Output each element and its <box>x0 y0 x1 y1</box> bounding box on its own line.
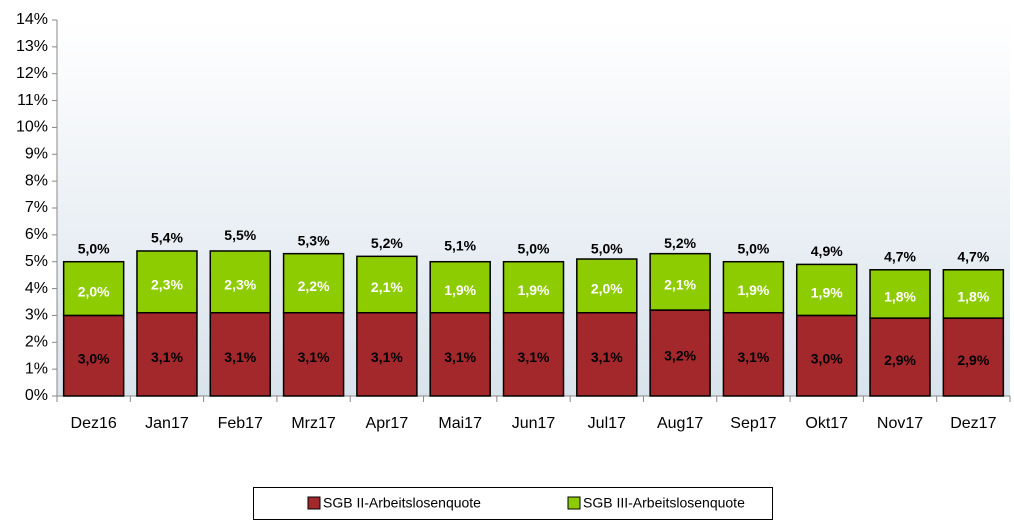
bar-segment <box>869 269 931 319</box>
x-tick-label: Mrz17 <box>291 415 336 432</box>
bar-segment <box>209 311 272 397</box>
bar-segment <box>356 255 418 314</box>
x-tick-label: Okt17 <box>805 415 848 432</box>
value-label: 2,9% <box>957 352 989 368</box>
y-tick-label: 8% <box>25 172 48 189</box>
bar-segment <box>576 258 638 314</box>
value-label: 3,1% <box>371 349 403 365</box>
bar-segment <box>282 252 345 314</box>
x-tick-label: Jun17 <box>512 415 556 432</box>
value-label: 2,3% <box>224 277 256 293</box>
bar-segment <box>429 311 491 397</box>
value-label: 1,9% <box>444 282 476 298</box>
y-tick-label: 11% <box>17 92 48 109</box>
bar-segment <box>429 260 491 314</box>
total-label: 5,0% <box>518 240 550 256</box>
bar-segment <box>795 263 858 317</box>
x-tick-label: Nov17 <box>877 415 923 432</box>
x-tick-label: Jan17 <box>145 415 189 432</box>
y-tick-label: 1% <box>25 360 48 377</box>
total-label: 5,0% <box>737 240 769 256</box>
bar-segment <box>502 260 565 314</box>
y-tick-label: 13% <box>16 38 48 55</box>
x-tick-label: Feb17 <box>218 415 263 432</box>
value-label: 1,8% <box>884 289 916 305</box>
y-tick-label: 6% <box>25 226 48 243</box>
value-label: 2,2% <box>298 278 330 294</box>
y-tick-label: 10% <box>16 119 48 136</box>
y-tick-label: 14% <box>16 11 48 28</box>
value-label: 2,0% <box>78 283 110 299</box>
y-tick-label: 5% <box>25 253 48 270</box>
bar-segment <box>942 269 1005 319</box>
bar-segment <box>136 311 198 397</box>
value-label: 2,9% <box>884 352 916 368</box>
value-label: 3,1% <box>518 349 550 365</box>
y-tick-label: 12% <box>16 65 48 82</box>
y-tick-label: 4% <box>25 280 48 297</box>
value-label: 2,1% <box>371 279 403 295</box>
bar-segment <box>649 309 711 397</box>
value-label: 1,9% <box>737 282 769 298</box>
x-tick-label: Dez16 <box>71 415 117 432</box>
bar-segment <box>62 314 125 397</box>
total-label: 5,0% <box>78 240 110 256</box>
value-label: 3,0% <box>811 350 843 366</box>
bar-segment <box>795 314 858 397</box>
bar-segment <box>649 252 711 311</box>
bar-segment <box>869 317 931 397</box>
x-tick-label: Jul17 <box>588 415 626 432</box>
y-tick-label: 2% <box>25 334 48 351</box>
total-label: 5,0% <box>591 240 623 256</box>
x-tick-label: Apr17 <box>366 415 409 432</box>
total-label: 5,1% <box>444 238 476 254</box>
total-label: 5,3% <box>298 232 330 248</box>
x-tick-label: Dez17 <box>950 415 996 432</box>
value-label: 3,1% <box>298 349 330 365</box>
value-label: 3,0% <box>78 350 110 366</box>
total-label: 4,7% <box>884 248 916 264</box>
legend-label: SGB III-Arbeitslosenquote <box>583 495 745 511</box>
value-label: 3,1% <box>737 349 769 365</box>
value-label: 1,8% <box>957 289 989 305</box>
total-label: 4,9% <box>811 243 843 259</box>
bar-segment <box>62 260 125 317</box>
y-tick-label: 3% <box>25 307 48 324</box>
bar-segment <box>209 250 272 314</box>
total-label: 5,5% <box>224 227 256 243</box>
legend-box <box>253 487 773 520</box>
total-label: 4,7% <box>957 248 989 264</box>
bar-segment <box>136 250 198 314</box>
y-tick-label: 9% <box>25 146 48 163</box>
bar-segment <box>722 311 785 397</box>
y-tick-label: 7% <box>25 199 48 216</box>
x-tick-label: Aug17 <box>657 415 703 432</box>
value-label: 2,3% <box>151 277 183 293</box>
value-label: 3,1% <box>151 349 183 365</box>
value-label: 3,1% <box>224 349 256 365</box>
total-label: 5,4% <box>151 230 183 246</box>
value-label: 1,9% <box>518 282 550 298</box>
legend-swatch <box>567 496 581 510</box>
value-label: 3,1% <box>444 349 476 365</box>
value-label: 1,9% <box>811 285 843 301</box>
y-tick-label: 0% <box>25 387 48 404</box>
legend-swatch <box>307 496 321 510</box>
legend-label: SGB II-Arbeitslosenquote <box>323 495 481 511</box>
x-tick-label: Sep17 <box>730 415 776 432</box>
x-tick-label: Mai17 <box>438 415 482 432</box>
bar-segment <box>502 311 565 397</box>
total-label: 5,2% <box>371 235 403 251</box>
value-label: 3,1% <box>591 349 623 365</box>
value-label: 2,0% <box>591 281 623 297</box>
value-label: 3,2% <box>664 348 696 364</box>
total-label: 5,2% <box>664 235 696 251</box>
value-label: 2,1% <box>664 277 696 293</box>
bar-segment <box>722 260 785 314</box>
